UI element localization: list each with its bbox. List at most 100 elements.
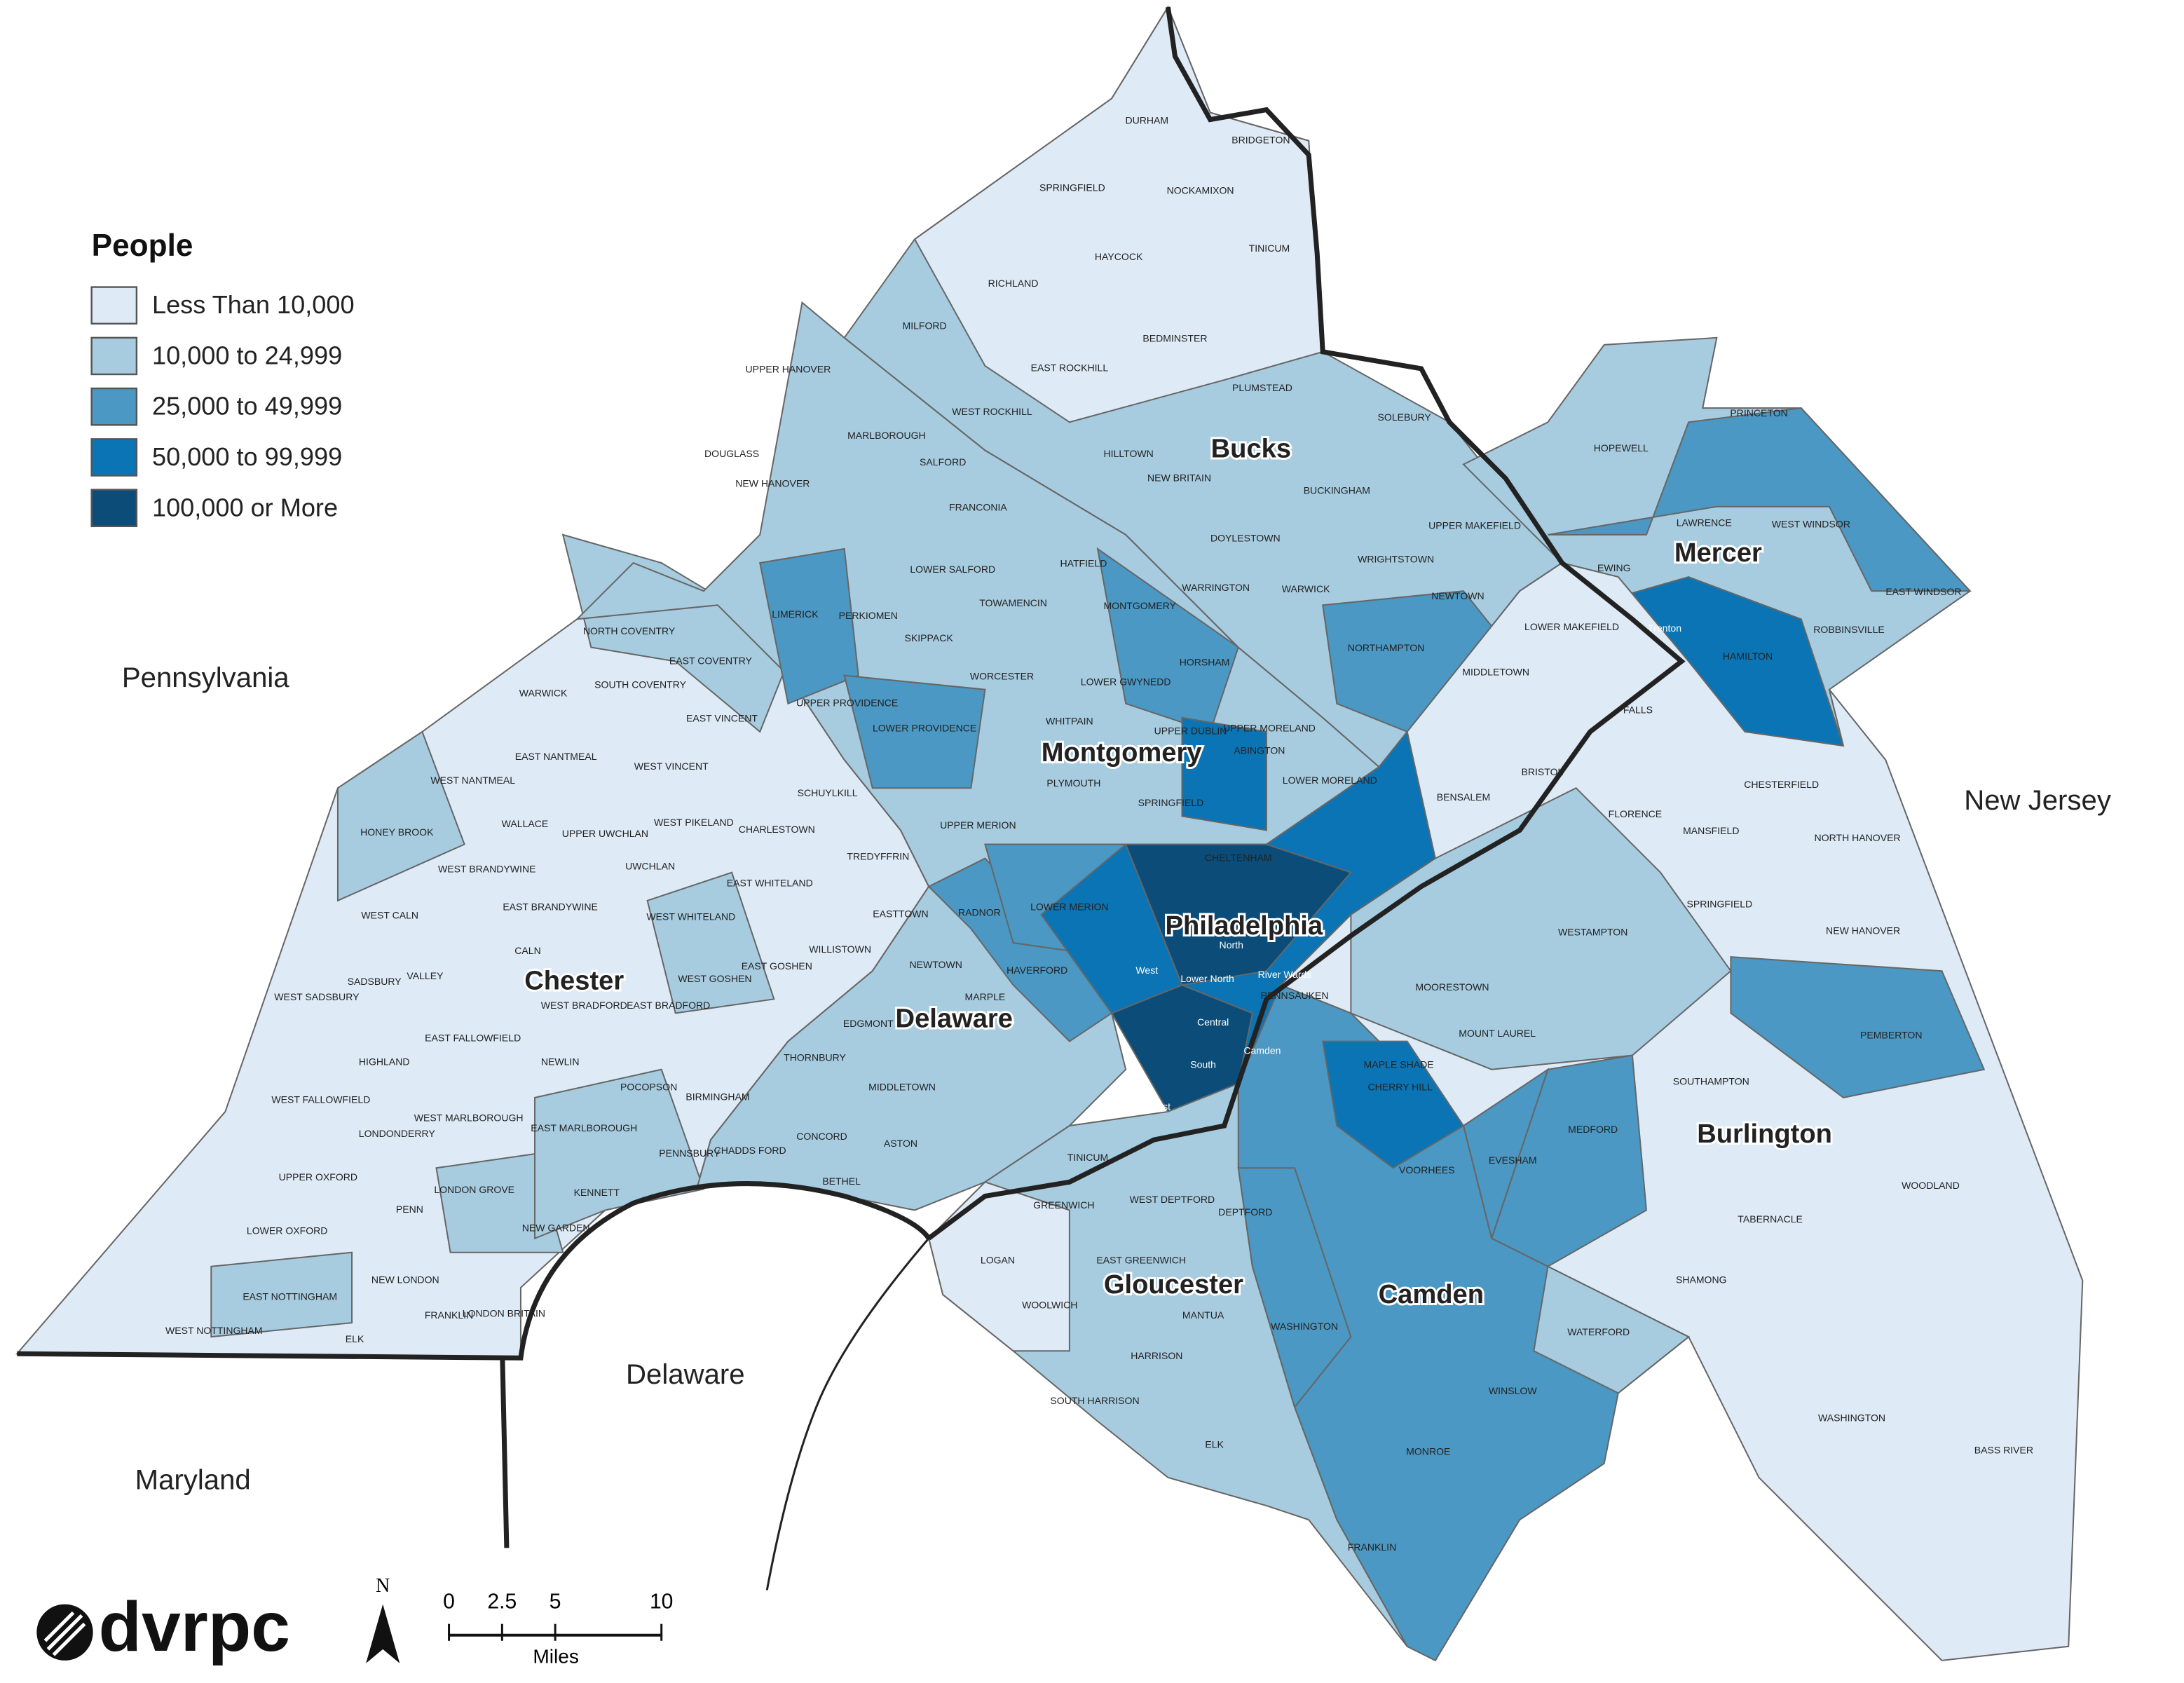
municipality-label: EAST NANTMEAL: [515, 751, 597, 762]
municipality-label: BRIDGETON: [1231, 134, 1290, 145]
municipality-label: West: [1135, 965, 1158, 976]
municipality-label: PEMBERTON: [1860, 1029, 1922, 1040]
municipality-label: GREENWICH: [1033, 1199, 1094, 1211]
municipality-label: WOOLWICH: [1022, 1300, 1077, 1311]
municipality-label: POCOPSON: [620, 1082, 677, 1093]
municipality-label: SKIPPACK: [905, 632, 954, 643]
municipality-label: HOPEWELL: [1594, 442, 1649, 454]
municipality-label: BUCKINGHAM: [1304, 484, 1370, 496]
municipality-label: MIDDLETOWN: [1462, 666, 1529, 677]
legend-swatch: [90, 489, 138, 528]
municipality-label: ELK: [346, 1333, 364, 1344]
municipality-label: BENSALEM: [1437, 791, 1491, 803]
municipality-label: NEWTOWN: [909, 959, 962, 970]
municipality-label: LOWER PROVIDENCE: [873, 723, 976, 734]
municipality-label: Trenton: [1648, 622, 1681, 634]
municipality-label: EAST GREENWICH: [1096, 1254, 1186, 1265]
municipality-label: CHERRY HILL: [1367, 1082, 1433, 1093]
municipality-label: River Wards: [1258, 969, 1312, 980]
municipality-label: WESTAMPTON: [1558, 927, 1627, 938]
municipality-label: SOUTH HARRISON: [1050, 1395, 1139, 1406]
legend: People Less Than 10,000 10,000 to 24,999 2…: [90, 229, 355, 528]
municipality-label: WEST SADSBURY: [274, 991, 360, 1002]
municipality-label: MARPLE: [965, 991, 1006, 1002]
legend-swatch: [90, 286, 138, 325]
municipality-label: WORCESTER: [970, 670, 1034, 681]
municipality-label: UPPER UWCHLAN: [562, 828, 648, 839]
municipality-label: HAYCOCK: [1095, 251, 1143, 262]
municipality-label: HORSHAM: [1180, 656, 1230, 667]
scale-tick-label: 10: [650, 1590, 674, 1614]
municipality-label: VALLEY: [407, 970, 444, 981]
municipality-label: CHESTERFIELD: [1744, 779, 1819, 790]
municipality-label: KENNETT: [574, 1187, 620, 1198]
municipality-label: HAMILTON: [1723, 650, 1773, 662]
municipality-label: MONTGOMERY: [1103, 600, 1176, 611]
municipality-label: WEST NANTMEAL: [430, 775, 515, 786]
municipality-label: NEWTOWN: [1431, 590, 1484, 601]
municipality-label: MILFORD: [902, 320, 946, 331]
region: [435, 1153, 564, 1253]
municipality-label: TABERNACLE: [1738, 1213, 1803, 1225]
municipality-label: DEPTFORD: [1218, 1206, 1272, 1218]
municipality-label: MANSFIELD: [1683, 825, 1739, 836]
municipality-label: EAST COVENTRY: [669, 655, 753, 666]
municipality-label: MIDDLETOWN: [868, 1082, 936, 1093]
municipality-label: PLYMOUTH: [1046, 777, 1100, 789]
region: [1548, 407, 1972, 592]
municipality-label: EAST BRANDYWINE: [503, 901, 598, 913]
municipality-label: DOUGLASS: [704, 448, 759, 459]
municipality-label: UPPER HANOVER: [745, 364, 831, 375]
municipality-label: NEW HANOVER: [735, 477, 810, 489]
municipality-label: South: [1190, 1058, 1216, 1070]
municipality-label: LOWER OXFORD: [247, 1225, 328, 1236]
municipality-label: FRANCONIA: [949, 501, 1007, 512]
municipality-label: WINSLOW: [1489, 1385, 1537, 1396]
municipality-label: UWCHLAN: [625, 860, 675, 871]
legend-label: Less Than 10,000: [152, 290, 355, 319]
municipality-label: North: [1220, 939, 1243, 950]
municipality-label: MANTUA: [1182, 1309, 1224, 1321]
county-label: Bucks: [1211, 433, 1291, 463]
region: [1181, 716, 1267, 831]
municipality-label: WEST VINCENT: [634, 761, 709, 772]
county-label: Montgomery: [1042, 737, 1202, 768]
legend-label: 10,000 to 24,999: [152, 341, 342, 369]
municipality-label: SPRINGFIELD: [1687, 899, 1753, 910]
logo-stripes: [43, 1611, 86, 1656]
municipality-label: LAWRENCE: [1677, 517, 1732, 529]
municipality-label: WHITPAIN: [1046, 716, 1093, 727]
municipality-label: NEW BRITAIN: [1147, 472, 1211, 483]
municipality-label: SPRINGFIELD: [1039, 182, 1105, 193]
north-arrow: [366, 1604, 400, 1663]
municipality-label: NEWLIN: [541, 1056, 580, 1067]
region: [759, 547, 859, 705]
labels: Pennsylvania New Jersey Delaware Maryland DU…: [122, 114, 2111, 1553]
municipality-label: UPPER MAKEFIELD: [1428, 520, 1521, 531]
legend-swatch: [90, 336, 138, 376]
municipality-label: MARLBOROUGH: [847, 430, 926, 441]
municipality-label: LOWER GWYNEDD: [1081, 676, 1171, 687]
municipality-label: HILLTOWN: [1104, 448, 1154, 459]
region: [646, 871, 775, 1014]
municipality-label: FALLS: [1623, 704, 1653, 716]
state-label: New Jersey: [1964, 784, 2111, 816]
municipality-label: SHAMONG: [1676, 1274, 1727, 1286]
municipality-label: MONROE: [1406, 1445, 1450, 1457]
municipality-label: RICHLAND: [988, 278, 1039, 289]
municipality-label: EAST FALLOWFIELD: [425, 1032, 521, 1043]
municipality-label: HAVERFORD: [1006, 965, 1067, 976]
municipality-label: EASTTOWN: [873, 908, 928, 920]
municipality-label: WASHINGTON: [1818, 1412, 1885, 1423]
municipality-label: FLORENCE: [1609, 808, 1663, 819]
municipality-label: FRANKLIN: [1348, 1541, 1396, 1553]
municipality-label: NEW GARDEN: [522, 1222, 590, 1233]
logo-text: dvrpc: [99, 1588, 290, 1666]
scale-bar: N Miles 0 2.5 5 10: [366, 1575, 673, 1667]
legend-label: 50,000 to 99,999: [152, 442, 342, 471]
municipality-label: HATFIELD: [1060, 558, 1107, 569]
municipality-label: HIGHLAND: [359, 1056, 410, 1067]
state-label: Maryland: [135, 1464, 251, 1496]
municipality-label: UPPER MERION: [940, 819, 1016, 831]
municipality-label: BASS RIVER: [1974, 1444, 2033, 1455]
